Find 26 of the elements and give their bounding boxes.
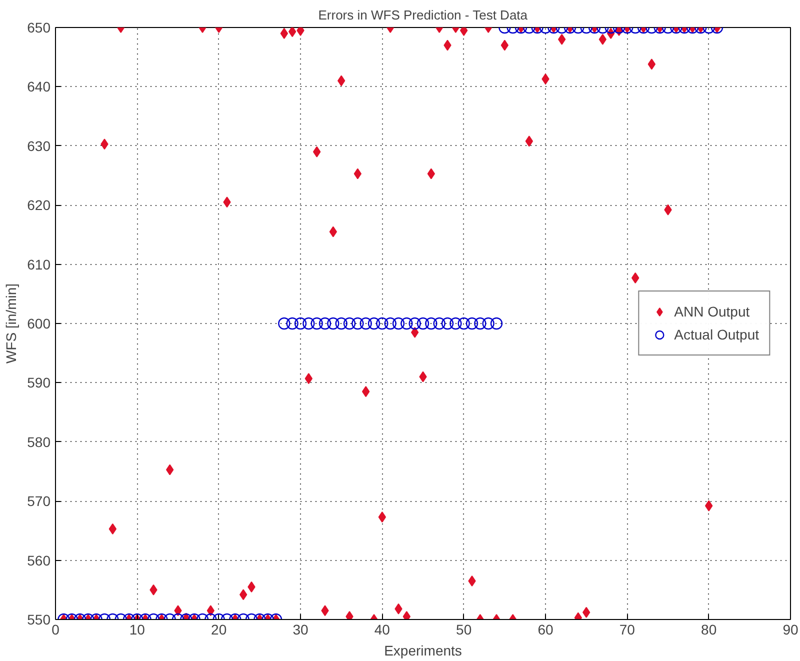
chart-title: Errors in WFS Prediction - Test Data bbox=[318, 8, 528, 22]
y-tick-label: 650 bbox=[27, 20, 51, 36]
x-tick-label: 50 bbox=[456, 622, 472, 638]
y-tick-label: 570 bbox=[27, 493, 51, 510]
y-tick-label: 590 bbox=[27, 374, 51, 391]
x-axis-title: Experiments bbox=[384, 642, 462, 658]
x-tick-label: 70 bbox=[619, 622, 636, 638]
legend-label: Actual Output bbox=[674, 326, 759, 342]
legend-label: ANN Output bbox=[674, 304, 750, 320]
y-tick-label: 580 bbox=[27, 434, 51, 450]
x-tick-label: 40 bbox=[374, 622, 390, 638]
x-tick-label: 30 bbox=[292, 622, 308, 638]
x-tick-label: 0 bbox=[52, 622, 60, 638]
y-tick-label: 630 bbox=[27, 138, 51, 154]
x-tick-label: 60 bbox=[538, 622, 554, 638]
x-tick-label: 90 bbox=[782, 622, 798, 638]
y-tick-label: 640 bbox=[27, 78, 51, 95]
y-axis-title: WFS [in/min] bbox=[3, 283, 20, 364]
x-tick-label: 10 bbox=[129, 622, 146, 638]
y-tick-label: 560 bbox=[27, 552, 51, 568]
y-tick-label: 550 bbox=[27, 612, 51, 628]
x-tick-label: 20 bbox=[211, 622, 227, 638]
y-tick-label: 600 bbox=[27, 316, 51, 332]
y-tick-label: 610 bbox=[27, 256, 51, 272]
y-tick-label: 620 bbox=[27, 197, 51, 214]
x-tick-label: 80 bbox=[701, 622, 717, 638]
